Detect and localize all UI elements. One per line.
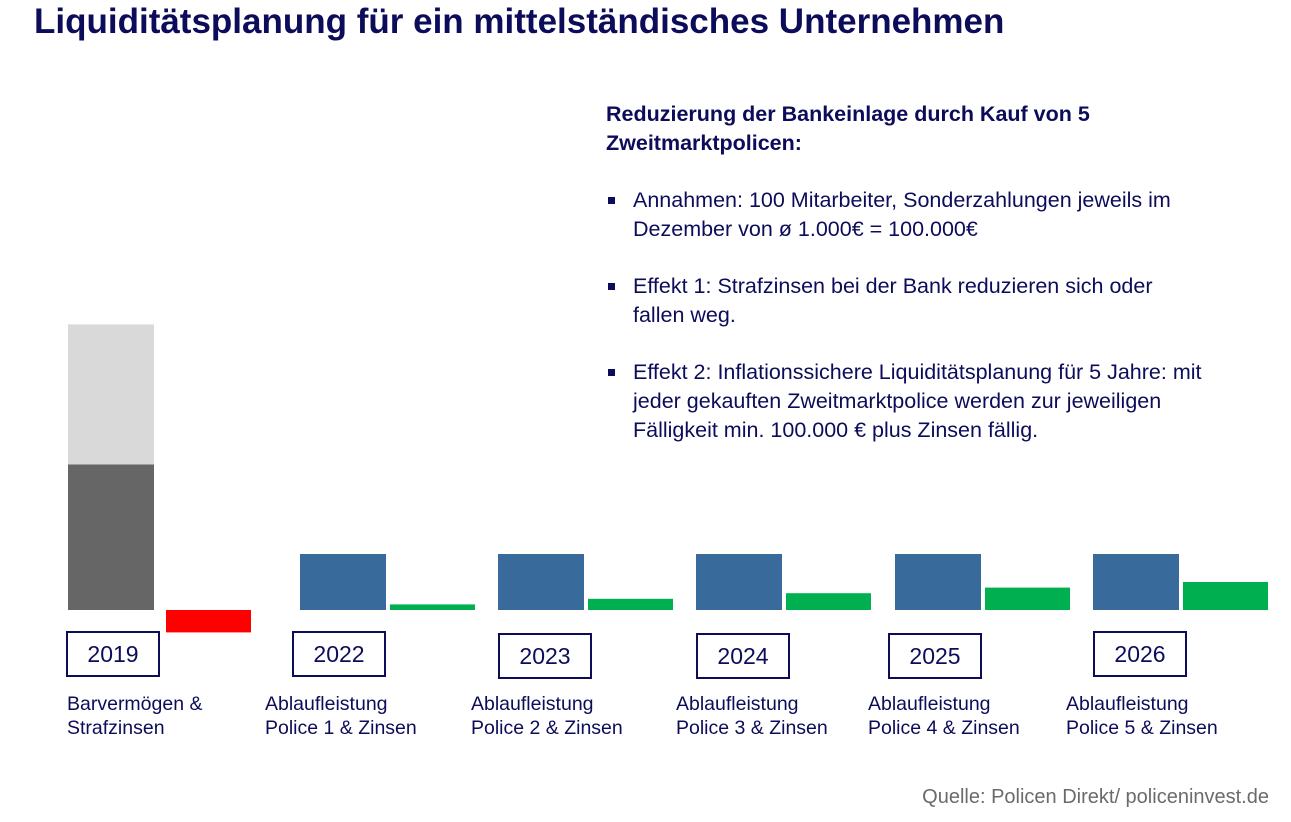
year-label-2019: 2019 xyxy=(87,641,138,667)
bullet-square-icon xyxy=(608,369,615,376)
bar-2024-policy-payout xyxy=(696,554,782,610)
year-box-2023 xyxy=(498,633,592,679)
bar-2025-interest xyxy=(985,587,1070,610)
bullet-item-effect-1: Effekt 1: Strafzinsen bei der Bank reduz… xyxy=(606,272,1203,330)
year-box-2025 xyxy=(888,633,982,679)
year-label-2025: 2025 xyxy=(909,643,960,669)
bullet-text: Effekt 1: Strafzinsen bei der Bank reduz… xyxy=(633,274,1153,327)
bar-2022-interest xyxy=(390,604,475,610)
category-description-2019-line-1: Barvermögen & xyxy=(67,693,202,715)
year-box-2026 xyxy=(1093,631,1187,677)
category-description-2025-line-2: Police 4 & Zinsen xyxy=(868,717,1020,739)
category-description-2023-line-2: Police 2 & Zinsen xyxy=(471,717,623,739)
textbox-heading: Reduzierung der Bankeinlage durch Kauf v… xyxy=(606,102,1090,155)
category-description-2025-line-1: Ablaufleistung xyxy=(868,693,991,715)
bullet-text: Annahmen: 100 Mitarbeiter, Sonderzahlung… xyxy=(633,188,1171,241)
category-description-2026-line-2: Police 5 & Zinsen xyxy=(1066,717,1218,739)
bar-2026-interest xyxy=(1183,582,1268,610)
year-box-2024 xyxy=(696,633,790,679)
category-description-2024-line-2: Police 3 & Zinsen xyxy=(676,717,828,739)
year-label-2023: 2023 xyxy=(519,643,570,669)
category-description-2026-line-1: Ablaufleistung xyxy=(1066,693,1189,715)
bar-2026-policy-payout xyxy=(1093,554,1179,610)
bar-2019-segment-2 xyxy=(68,324,154,465)
bullet-item-effect-2: Effekt 2: Inflationssichere Liquiditätsp… xyxy=(606,358,1203,445)
year-label-2026: 2026 xyxy=(1114,641,1165,667)
category-description-2023-line-1: Ablaufleistung xyxy=(471,693,594,715)
bar-2023-interest xyxy=(588,598,673,610)
bullet-text: Effekt 2: Inflationssichere Liquiditätsp… xyxy=(633,360,1202,442)
category-description-2024-line-1: Ablaufleistung xyxy=(676,693,799,715)
bar-2024-interest xyxy=(786,593,871,610)
bar-2023-policy-payout xyxy=(498,554,584,610)
bar-2019-penalty-interest xyxy=(166,610,251,633)
explanation-textbox: Reduzierung der Bankeinlage durch Kauf v… xyxy=(606,100,1246,473)
source-note: Quelle: Policen Direkt/ policeninvest.de xyxy=(922,786,1269,808)
bullet-square-icon xyxy=(608,197,615,204)
page-title: Liquiditätsplanung für ein mittelständis… xyxy=(34,2,1005,41)
year-label-2024: 2024 xyxy=(717,643,768,669)
bar-2019-segment-1 xyxy=(68,464,154,610)
bar-2025-policy-payout xyxy=(895,554,981,610)
year-box-2022 xyxy=(292,631,386,677)
year-box-2019 xyxy=(66,631,160,677)
bullet-square-icon xyxy=(608,283,615,290)
year-label-2022: 2022 xyxy=(313,641,364,667)
bar-2022-policy-payout xyxy=(300,554,386,610)
bullet-item-assumptions: Annahmen: 100 Mitarbeiter, Sonderzahlung… xyxy=(606,186,1203,244)
category-description-2022-line-2: Police 1 & Zinsen xyxy=(265,717,417,739)
category-description-2022-line-1: Ablaufleistung xyxy=(265,693,388,715)
category-description-2019-line-2: Strafzinsen xyxy=(67,717,165,739)
